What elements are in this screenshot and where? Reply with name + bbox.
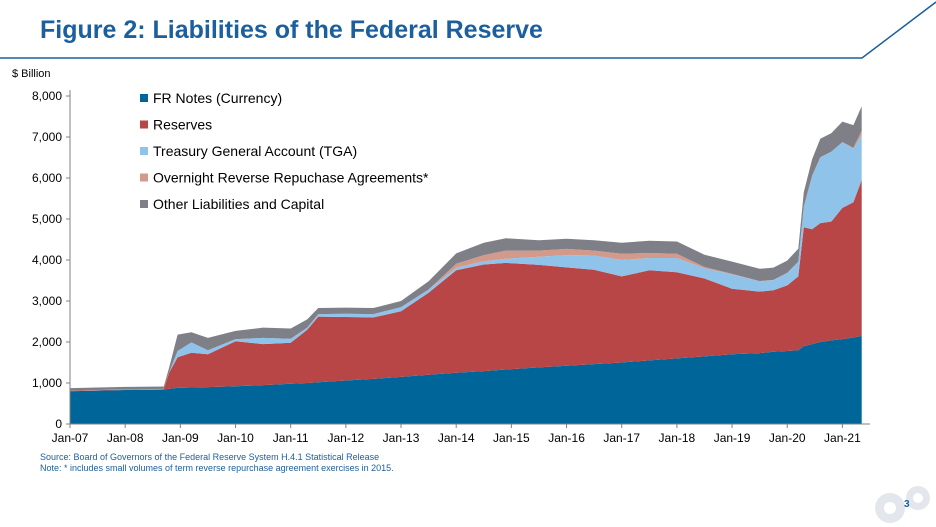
x-tick-label: Jan-21 bbox=[824, 431, 861, 445]
y-tick-label: 1,000 bbox=[32, 376, 62, 390]
x-tick-label: Jan-18 bbox=[659, 431, 696, 445]
chart-areas bbox=[70, 106, 862, 424]
header-decoration bbox=[0, 1, 936, 59]
chart-legend: FR Notes (Currency) Reserves Treasury Gene… bbox=[140, 90, 429, 212]
y-tick-label: 2,000 bbox=[32, 335, 62, 349]
legend-swatch bbox=[140, 200, 148, 208]
x-tick-label: Jan-10 bbox=[217, 431, 254, 445]
page-title: Figure 2: Liabilities of the Federal Res… bbox=[40, 16, 543, 44]
legend-label: Overnight Reverse Repuchase Agreements* bbox=[153, 170, 429, 186]
y-tick-label: 4,000 bbox=[32, 253, 62, 267]
gear-logo-icon bbox=[875, 486, 930, 523]
page-number: 3 bbox=[904, 499, 910, 510]
x-tick-label: Jan-17 bbox=[603, 431, 640, 445]
x-tick-label: Jan-07 bbox=[52, 431, 89, 445]
legend-swatch bbox=[140, 147, 148, 155]
x-tick-label: Jan-16 bbox=[548, 431, 585, 445]
area-series-3 bbox=[70, 130, 862, 391]
note-text: Note: * includes small volumes of term r… bbox=[40, 463, 394, 473]
x-tick-label: Jan-13 bbox=[383, 431, 420, 445]
area-series-1 bbox=[70, 180, 862, 392]
y-tick-label: 6,000 bbox=[32, 171, 62, 185]
x-tick-label: Jan-11 bbox=[273, 431, 309, 445]
source-text: Source: Board of Governors of the Federa… bbox=[40, 452, 380, 462]
legend-label: Treasury General Account (TGA) bbox=[153, 143, 357, 159]
y-tick-label: 7,000 bbox=[32, 130, 62, 144]
y-tick-label: 0 bbox=[55, 417, 62, 431]
x-tick-label: Jan-14 bbox=[438, 431, 475, 445]
area-series-0 bbox=[70, 335, 862, 424]
x-tick-label: Jan-12 bbox=[328, 431, 365, 445]
x-tick-label: Jan-08 bbox=[107, 431, 144, 445]
x-tick-label: Jan-19 bbox=[714, 431, 751, 445]
y-tick-label: 5,000 bbox=[32, 212, 62, 226]
source-notes: Source: Board of Governors of the Federa… bbox=[40, 452, 394, 474]
legend-label: Reserves bbox=[153, 117, 212, 133]
x-tick-label: Jan-20 bbox=[769, 431, 806, 445]
y-axis-unit-label: $ Billion bbox=[12, 68, 51, 80]
x-tick-label: Jan-15 bbox=[493, 431, 530, 445]
y-tick-label: 8,000 bbox=[32, 89, 62, 103]
y-tick-label: 3,000 bbox=[32, 294, 62, 308]
legend-label: Other Liabilities and Capital bbox=[153, 196, 324, 212]
legend-label: FR Notes (Currency) bbox=[153, 90, 282, 106]
chart-axes: 0 1,000 2,000 3,000 4,000 5,000 6,000 7,000 8,00… bbox=[32, 89, 870, 445]
legend-swatch bbox=[140, 94, 148, 102]
x-tick-label: Jan-09 bbox=[162, 431, 199, 445]
legend-swatch bbox=[140, 173, 148, 182]
legend-swatch bbox=[140, 120, 148, 129]
